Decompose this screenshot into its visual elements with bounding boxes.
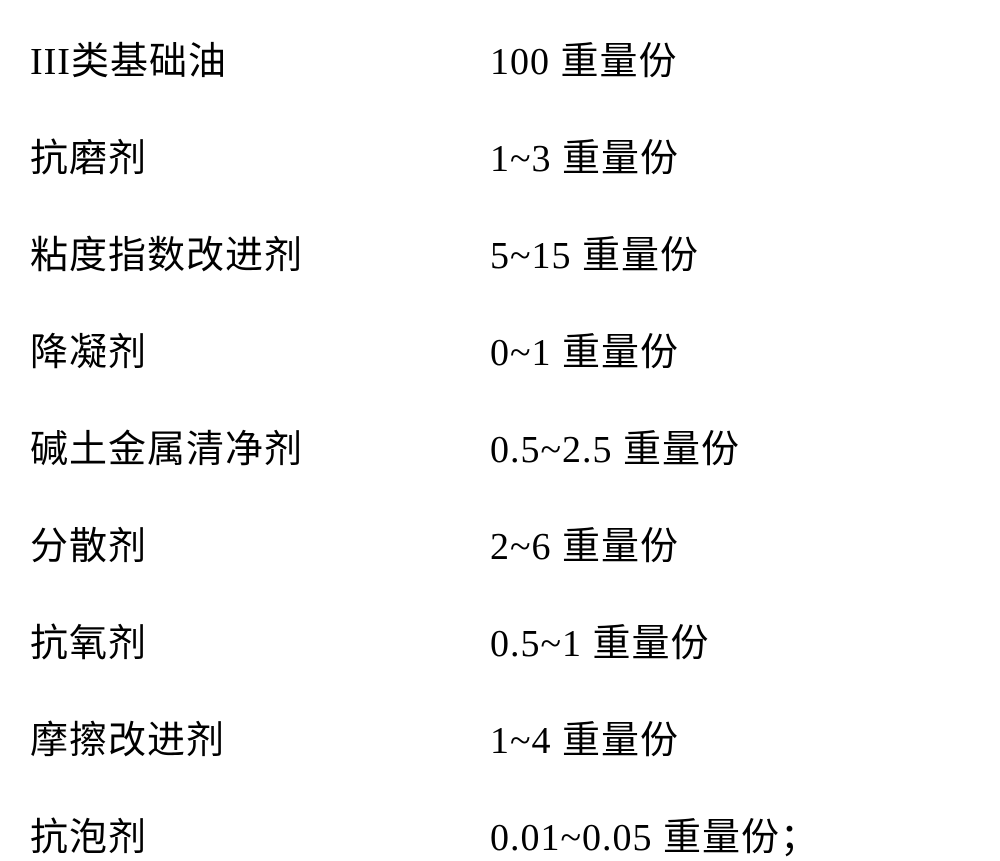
weight-value: 0~1 重量份: [490, 321, 679, 376]
table-row: 抗氧剂 0.5~1 重量份: [30, 612, 970, 667]
weight-value: 0.01~0.05 重量份；: [490, 806, 819, 861]
ingredient-label: III类基础油: [30, 30, 490, 85]
weight-value: 0.5~2.5 重量份: [490, 418, 740, 473]
table-row: 碱土金属清净剂 0.5~2.5 重量份: [30, 418, 970, 473]
table-row: 抗泡剂 0.01~0.05 重量份；: [30, 806, 970, 861]
table-row: III类基础油 100 重量份: [30, 30, 970, 85]
table-row: 降凝剂 0~1 重量份: [30, 321, 970, 376]
composition-table: III类基础油 100 重量份 抗磨剂 1~3 重量份 粘度指数改进剂 5~15…: [30, 30, 970, 861]
table-row: 粘度指数改进剂 5~15 重量份: [30, 224, 970, 279]
weight-value: 0.5~1 重量份: [490, 612, 710, 667]
ingredient-label: 抗泡剂: [30, 806, 490, 861]
weight-value: 1~3 重量份: [490, 127, 679, 182]
weight-value: 5~15 重量份: [490, 224, 699, 279]
ingredient-label: 降凝剂: [30, 321, 490, 376]
weight-value: 2~6 重量份: [490, 515, 679, 570]
table-row: 分散剂 2~6 重量份: [30, 515, 970, 570]
ingredient-label: 碱土金属清净剂: [30, 418, 490, 473]
roman-numeral: III: [30, 41, 71, 83]
label-text: 类基础油: [71, 41, 227, 83]
weight-value: 100 重量份: [490, 30, 678, 85]
table-row: 抗磨剂 1~3 重量份: [30, 127, 970, 182]
ingredient-label: 分散剂: [30, 515, 490, 570]
ingredient-label: 抗磨剂: [30, 127, 490, 182]
ingredient-label: 抗氧剂: [30, 612, 490, 667]
ingredient-label: 粘度指数改进剂: [30, 224, 490, 279]
